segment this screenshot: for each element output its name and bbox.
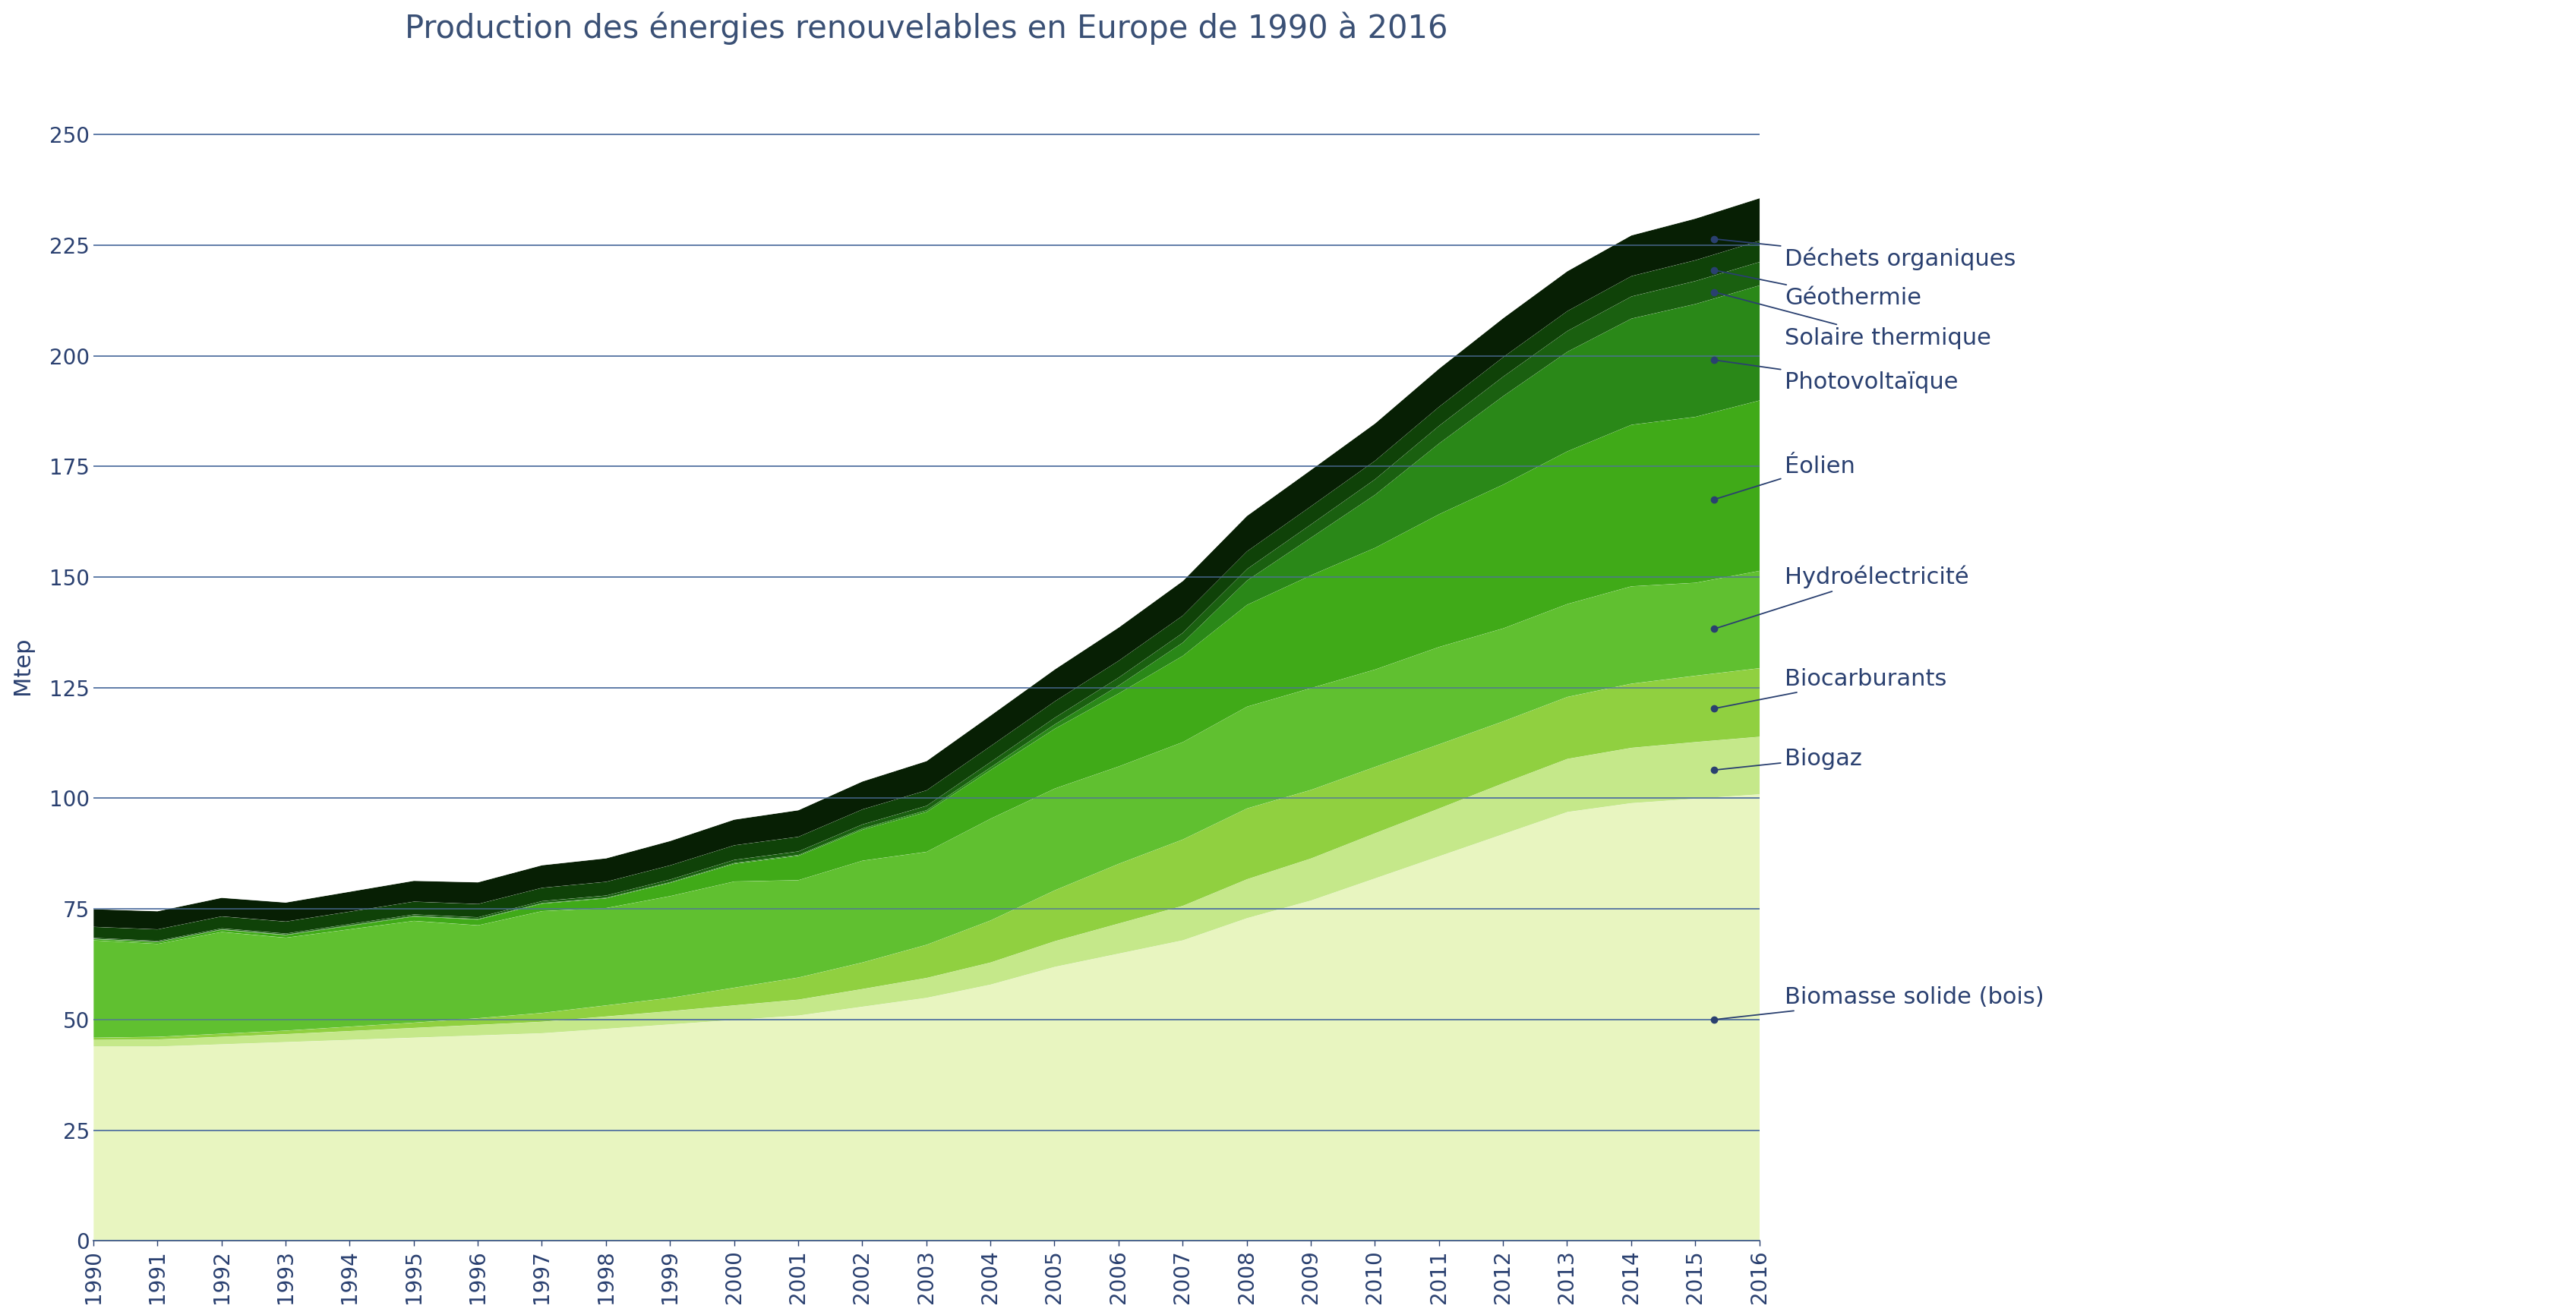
Text: Géothermie: Géothermie (1716, 271, 1922, 309)
Title: Production des énergies renouvelables en Europe de 1990 à 2016: Production des énergies renouvelables en… (404, 12, 1448, 45)
Text: Déchets organiques: Déchets organiques (1716, 239, 2017, 270)
Text: Éolien: Éolien (1716, 455, 1855, 498)
Text: Photovoltaïque: Photovoltaïque (1716, 360, 1958, 393)
Text: Biocarburants: Biocarburants (1716, 668, 1947, 707)
Y-axis label: Mtep: Mtep (10, 636, 33, 694)
Text: Biogaz: Biogaz (1716, 747, 1862, 769)
Text: Hydroélectricité: Hydroélectricité (1716, 565, 1968, 629)
Text: Solaire thermique: Solaire thermique (1716, 293, 1991, 348)
Text: Biomasse solide (bois): Biomasse solide (bois) (1716, 986, 2045, 1019)
